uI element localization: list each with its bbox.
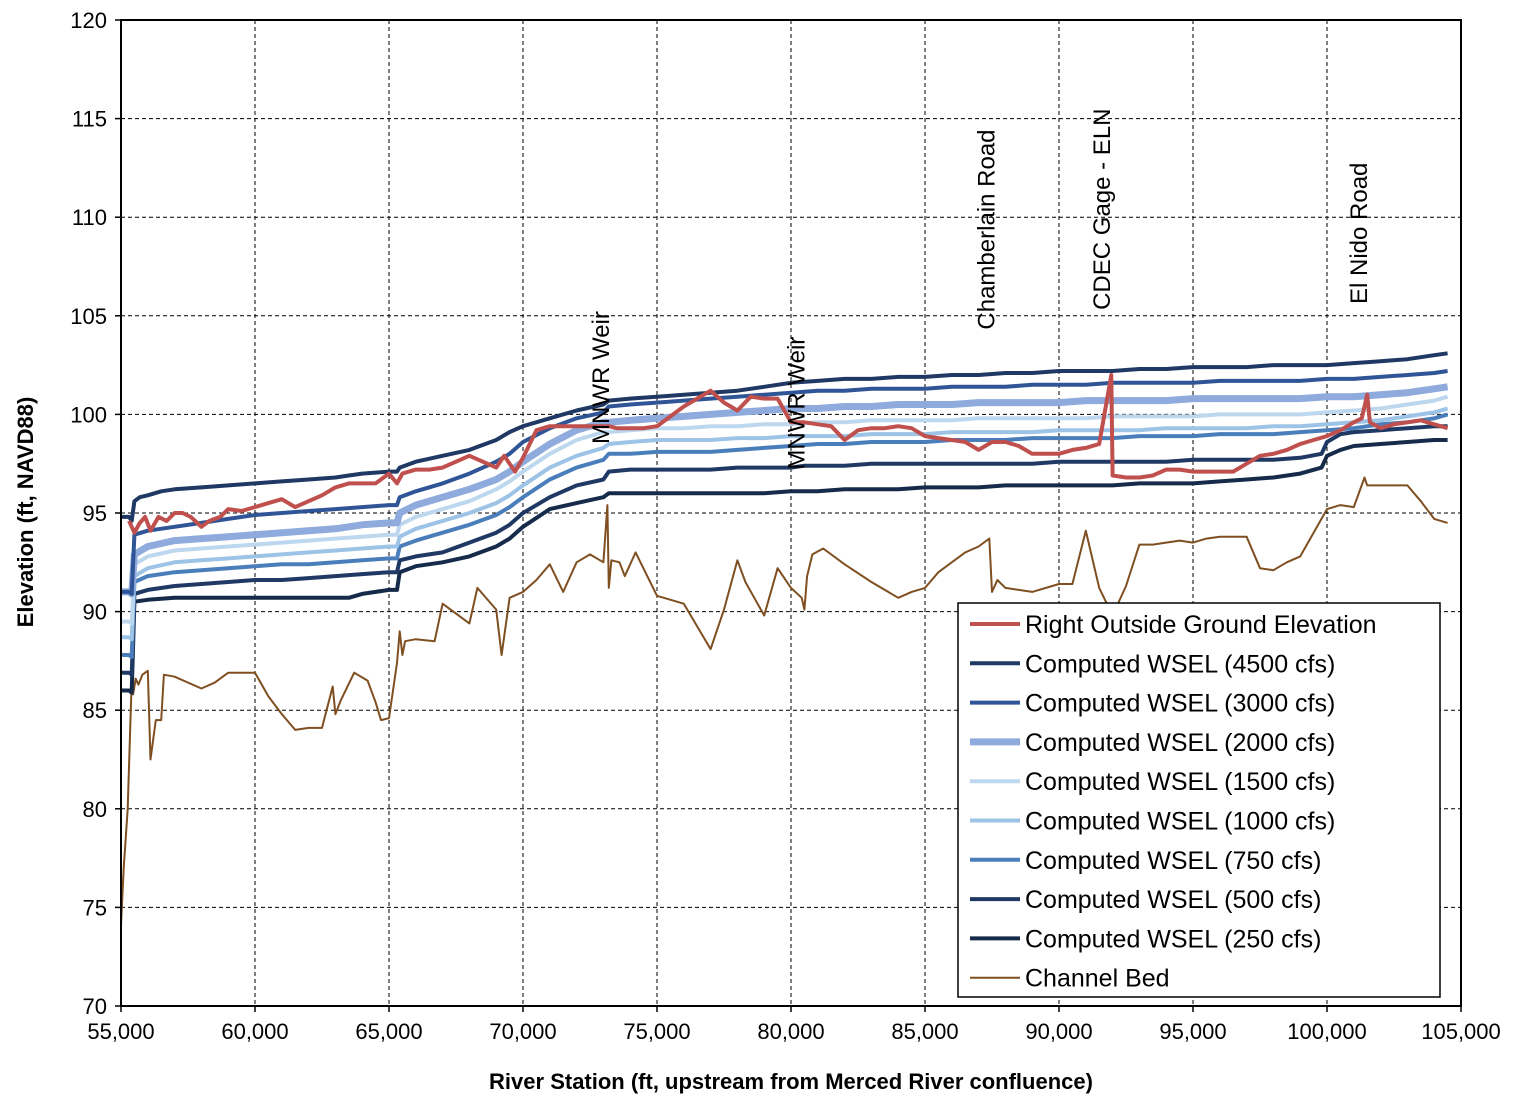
y-tick-label: 105: [70, 304, 107, 329]
legend-label-computed-wsel-750-cfs: Computed WSEL (750 cfs): [1025, 847, 1321, 875]
x-tick-label: 100,000: [1287, 1019, 1367, 1044]
series-line-right-outside-ground-elevation: [127, 373, 1449, 535]
annotation-label: El Nido Road: [1346, 163, 1373, 304]
series-line-computed-wsel-500-cfs: [121, 424, 1448, 677]
series-line-computed-wsel-750-cfs: [121, 412, 1449, 659]
x-tick-label: 55,000: [87, 1019, 154, 1044]
annotation-label: Chamberlain Road: [974, 129, 1001, 329]
series-line-computed-wsel-1500-cfs: [121, 394, 1449, 626]
y-tick-label: 110: [72, 205, 107, 230]
legend-label-computed-wsel-4500-cfs: Computed WSEL (4500 cfs): [1025, 650, 1335, 678]
annotation-label: MNWR Weir: [588, 311, 615, 444]
legend-label-channel-bed: Channel Bed: [1025, 965, 1170, 993]
x-tick-label: 85,000: [891, 1019, 958, 1044]
legend-label-computed-wsel-2000-cfs: Computed WSEL (2000 cfs): [1025, 729, 1335, 757]
y-tick-label: 95: [83, 501, 107, 526]
y-axis-ticks: 70 75 80 85 90 95 100 105 110 115 120: [70, 8, 121, 1019]
series-line-computed-wsel-2000-cfs: [121, 383, 1449, 598]
y-tick-label: 75: [83, 895, 107, 920]
series-line-channel-bed: [120, 476, 1448, 926]
y-tick-label: 80: [83, 797, 107, 822]
x-tick-label: 70,000: [489, 1019, 556, 1044]
y-tick-label: 70: [83, 994, 107, 1019]
x-tick-label: 75,000: [623, 1019, 690, 1044]
y-tick-label: 115: [72, 107, 107, 132]
x-tick-label: 90,000: [1025, 1019, 1092, 1044]
y-axis-title: Elevation (ft, NAVD88): [13, 397, 38, 628]
x-tick-label: 95,000: [1159, 1019, 1226, 1044]
legend-label-computed-wsel-1500-cfs: Computed WSEL (1500 cfs): [1025, 768, 1335, 796]
legend-label-computed-wsel-3000-cfs: Computed WSEL (3000 cfs): [1025, 690, 1335, 718]
legend-label-computed-wsel-500-cfs: Computed WSEL (500 cfs): [1025, 886, 1321, 914]
legend-label-computed-wsel-250-cfs: Computed WSEL (250 cfs): [1025, 925, 1321, 953]
legend-box: [957, 602, 1441, 998]
x-tick-label: 80,000: [757, 1019, 824, 1044]
legend: Right Outside Ground Elevation Computed W…: [957, 602, 1441, 998]
legend-label-right-outside-ground-elevation: Right Outside Ground Elevation: [1025, 611, 1377, 639]
y-tick-label: 85: [83, 698, 107, 723]
legend-label-computed-wsel-1000-cfs: Computed WSEL (1000 cfs): [1025, 808, 1335, 836]
x-axis-ticks: 55,000 60,000 65,000 70,000 75,000 80,000 85,0…: [87, 1006, 1501, 1044]
annotations: MNWR Weir MNWR Weir Chamberlain Road CDEC G…: [588, 108, 1373, 469]
x-tick-label: 65,000: [355, 1019, 422, 1044]
x-tick-label: 60,000: [221, 1019, 288, 1044]
series-line-computed-wsel-1000-cfs: [121, 406, 1449, 642]
series-line-computed-wsel-4500-cfs: [121, 351, 1448, 523]
annotation-label: MNWR Weir: [783, 337, 810, 470]
series-lines: [120, 351, 1449, 926]
y-tick-label: 90: [83, 600, 107, 625]
series-line-computed-wsel-250-cfs: [121, 438, 1448, 695]
x-axis-title: River Station (ft, upstream from Merced …: [489, 1069, 1093, 1094]
y-tick-label: 100: [70, 402, 107, 427]
annotation-label: CDEC Gage - ELN: [1089, 108, 1116, 309]
x-tick-label: 105,000: [1421, 1019, 1501, 1044]
y-tick-label: 120: [70, 8, 107, 33]
